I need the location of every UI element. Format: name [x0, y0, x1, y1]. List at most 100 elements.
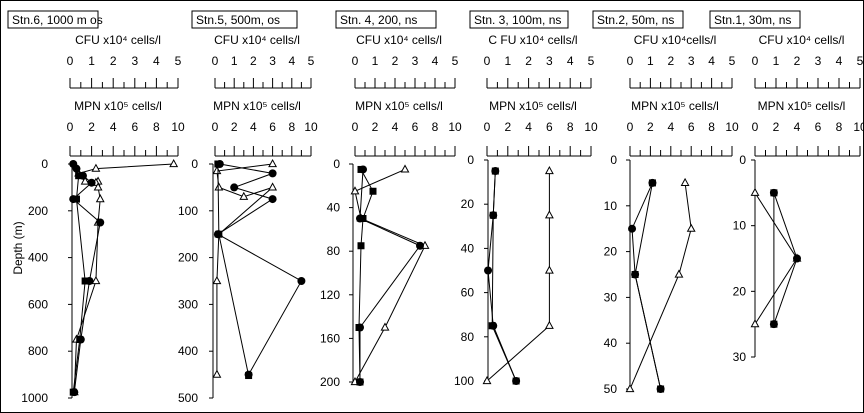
mpn-scale-label: MPN x10⁵ cells/l	[631, 99, 719, 113]
mpn-tick-label: 6	[688, 120, 695, 134]
mpn-tick-label: 10	[448, 120, 462, 134]
square-marker	[355, 324, 363, 331]
square-marker	[512, 377, 520, 385]
y-tick-label: 40	[461, 241, 475, 255]
y-tick-label: 1000	[21, 391, 48, 405]
triangle-marker	[239, 191, 249, 200]
cfu-tick-label: 1	[647, 54, 654, 68]
mpn-tick-label: 0	[352, 120, 359, 134]
triangle-marker	[268, 158, 278, 168]
cfu-tick-label: 5	[588, 54, 595, 68]
mpn-tick-label: 2	[504, 120, 511, 134]
mpn-tick-label: 8	[288, 120, 295, 134]
mpn-tick-label: 10	[853, 120, 864, 134]
mpn-tick-label: 10	[304, 120, 318, 134]
cfu-scale-label: CFU x10⁴ cells/l	[759, 33, 845, 47]
circle-marker	[230, 183, 239, 192]
square-marker	[648, 179, 656, 187]
square-marker	[657, 385, 665, 393]
circle-marker	[72, 164, 81, 173]
panel-title-box	[709, 10, 801, 29]
triangle-marker	[212, 275, 222, 285]
y-tick-label: 0	[41, 157, 48, 171]
y-tick-label: 0	[191, 157, 198, 171]
y-tick-label: 100	[178, 204, 198, 218]
cfu-tick-label: 1	[504, 54, 511, 68]
panel-title: Stn.2, 50m, ns	[592, 10, 684, 29]
cfu-tick-label: 4	[432, 54, 439, 68]
square-marker	[491, 167, 499, 175]
y-tick-label: 30	[733, 350, 747, 364]
y-tick-label: 10	[733, 219, 747, 233]
cfu-tick-label: 4	[567, 54, 574, 68]
mpn-tick-label: 2	[88, 120, 95, 134]
y-tick-label: 600	[28, 297, 48, 311]
triangle-marker	[544, 320, 554, 329]
cfu-tick-label: 2	[794, 54, 801, 68]
mpn-tick-label: 2	[647, 120, 654, 134]
y-tick-label: 0	[333, 157, 340, 171]
cfu-tick-label: 5	[308, 54, 315, 68]
y-tick-label: 40	[327, 201, 341, 215]
mpn-tick-label: 2	[773, 120, 780, 134]
square-marker	[214, 160, 222, 168]
mpn-tick-label: 10	[725, 120, 739, 134]
cfu-tick-label: 0	[352, 54, 359, 68]
mpn-tick-label: 2	[372, 120, 379, 134]
mpn-tick-label: 4	[794, 120, 801, 134]
mpn-scale-label: MPN x10⁵ cells/l	[758, 99, 846, 113]
triangle-marker	[686, 223, 696, 232]
circle-marker	[793, 254, 801, 263]
mpn-scale-label: MPN x10⁵ cells/l	[74, 99, 162, 113]
square-marker	[76, 336, 84, 343]
triangle-marker	[169, 158, 179, 168]
square-marker	[369, 187, 377, 195]
y-tick-label: 80	[461, 330, 475, 344]
triangle-marker	[380, 322, 390, 331]
y-tick-label: 300	[178, 297, 198, 311]
series-line	[354, 168, 426, 383]
square-marker	[357, 165, 365, 173]
panel-title: Stn.6, 1000 m os	[7, 10, 103, 29]
circle-marker	[87, 178, 96, 187]
series-triangle	[482, 166, 554, 385]
mpn-tick-label: 4	[392, 120, 399, 134]
triangle-marker	[750, 319, 760, 328]
triangle-marker	[91, 275, 101, 285]
triangle-marker	[482, 375, 492, 385]
y-tick-label: 80	[327, 244, 341, 258]
mpn-tick-label: 4	[250, 120, 257, 134]
series-triangle	[625, 177, 696, 393]
triangle-marker	[750, 187, 760, 196]
series-line	[358, 169, 374, 383]
y-tick-label: 800	[28, 344, 48, 358]
y-tick-label: 20	[604, 245, 618, 259]
cfu-tick-label: 5	[857, 54, 864, 68]
triangle-marker	[625, 383, 635, 393]
triangle-marker	[95, 194, 105, 203]
triangle-marker	[544, 166, 554, 175]
cfu-scale-label: CFU x10⁴ cells/l	[75, 33, 161, 47]
circle-marker	[268, 195, 277, 204]
y-tick-label: 60	[461, 286, 475, 300]
panel-title: Stn. 3, 100m, ns	[469, 10, 569, 29]
panel-title-box	[7, 10, 99, 29]
square-marker	[69, 388, 77, 396]
cfu-tick-label: 1	[88, 54, 95, 68]
panel-title-box	[335, 10, 437, 29]
triangle-marker	[212, 369, 222, 378]
panel-title-text: Stn.5, 500m, os	[196, 13, 280, 27]
panel-title-text: Stn. 4, 200, ns	[340, 13, 417, 27]
y-tick-label: 0	[610, 153, 617, 167]
cfu-tick-label: 2	[250, 54, 257, 68]
mpn-tick-label: 8	[432, 120, 439, 134]
mpn-tick-label: 4	[525, 120, 532, 134]
y-tick-label: 200	[178, 251, 198, 265]
panel-title-text: Stn.1, 30m, ns	[714, 13, 791, 27]
y-tick-label: 160	[320, 331, 340, 345]
y-tick-label: 200	[28, 204, 48, 218]
